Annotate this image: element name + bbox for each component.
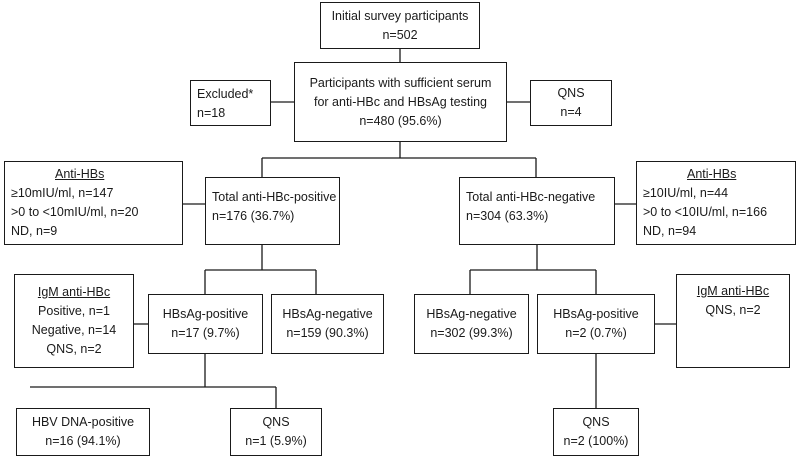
- igm-anti-hbc-right-box: IgM anti-HBc QNS, n=2: [676, 274, 790, 368]
- box-count: n=4: [560, 105, 582, 119]
- qns-right-box: QNS n=2 (100%): [553, 408, 639, 456]
- box-count: n=480 (95.6%): [359, 113, 442, 128]
- hbsag-positive-right-box: HBsAg-positive n=2 (0.7%): [537, 294, 655, 354]
- initial-participants-box: Initial survey participants n=502: [320, 2, 480, 49]
- igm-anti-hbc-left-box: IgM anti-HBc Positive, n=1 Negative, n=1…: [14, 274, 134, 368]
- box-line: >0 to <10IU/ml, n=166: [643, 205, 768, 219]
- box-title: IgM anti-HBc: [696, 284, 770, 298]
- box-count: n=2 (0.7%): [565, 326, 627, 340]
- box-title: Anti-HBs: [687, 167, 737, 181]
- hbsag-negative-left-box: HBsAg-negative n=159 (90.3%): [271, 294, 384, 354]
- qns-top-box: QNS n=4: [530, 80, 612, 126]
- sufficient-serum-box: Participants with sufficient serum for a…: [294, 62, 507, 142]
- anti-hbs-left-box: Anti-HBs ≥10mIU/ml, n=147 >0 to <10mIU/m…: [4, 161, 183, 245]
- box-count: n=502: [382, 27, 418, 42]
- box-line: >0 to <10mIU/ml, n=20: [11, 205, 139, 219]
- box-title: Total anti-HBc-positive: [212, 190, 337, 204]
- box-line: QNS, n=2: [46, 342, 102, 356]
- box-count: n=304 (63.3%): [466, 209, 549, 223]
- box-line: Positive, n=1: [38, 304, 110, 318]
- box-line: QNS, n=2: [705, 303, 761, 317]
- anti-hbs-right-box: Anti-HBs ≥10IU/ml, n=44 >0 to <10IU/ml, …: [636, 161, 796, 245]
- box-count: n=17 (9.7%): [171, 326, 240, 340]
- box-title: IgM anti-HBc: [37, 285, 111, 299]
- box-line: ≥10mIU/ml, n=147: [11, 186, 114, 200]
- box-title: QNS: [262, 415, 290, 429]
- hbv-dna-positive-box: HBV DNA-positive n=16 (94.1%): [16, 408, 150, 456]
- box-line: for anti-HBc and HBsAg testing: [314, 94, 487, 109]
- box-count: n=2 (100%): [563, 434, 629, 448]
- anti-hbc-negative-box: Total anti-HBc-negative n=304 (63.3%): [459, 177, 615, 245]
- box-line: ≥10IU/ml, n=44: [643, 186, 729, 200]
- box-title: HBsAg-positive: [553, 307, 639, 321]
- box-title: QNS: [557, 86, 585, 100]
- qns-left-box: QNS n=1 (5.9%): [230, 408, 322, 456]
- box-count: n=176 (36.7%): [212, 209, 295, 223]
- box-title: HBsAg-negative: [282, 307, 373, 321]
- hbsag-positive-left-box: HBsAg-positive n=17 (9.7%): [148, 294, 263, 354]
- box-title: QNS: [582, 415, 610, 429]
- box-count: n=16 (94.1%): [45, 434, 121, 448]
- box-line: ND, n=9: [11, 224, 58, 238]
- box-title: Excluded*: [197, 87, 254, 101]
- anti-hbc-positive-box: Total anti-HBc-positive n=176 (36.7%): [205, 177, 340, 245]
- box-count: n=159 (90.3%): [286, 326, 369, 340]
- box-title: HBsAg-negative: [426, 307, 517, 321]
- box-title: Anti-HBs: [55, 167, 105, 181]
- box-line: Negative, n=14: [31, 323, 117, 337]
- box-count: n=18: [197, 106, 226, 120]
- box-title: HBV DNA-positive: [31, 415, 135, 429]
- box-line: ND, n=94: [643, 224, 697, 238]
- excluded-box: Excluded* n=18: [190, 80, 271, 126]
- box-title: Total anti-HBc-negative: [466, 190, 596, 204]
- box-line: Participants with sufficient serum: [309, 75, 492, 90]
- box-count: n=302 (99.3%): [430, 326, 513, 340]
- hbsag-negative-right-box: HBsAg-negative n=302 (99.3%): [414, 294, 529, 354]
- box-title: HBsAg-positive: [162, 307, 249, 321]
- box-title: Initial survey participants: [331, 8, 469, 23]
- box-count: n=1 (5.9%): [245, 434, 307, 448]
